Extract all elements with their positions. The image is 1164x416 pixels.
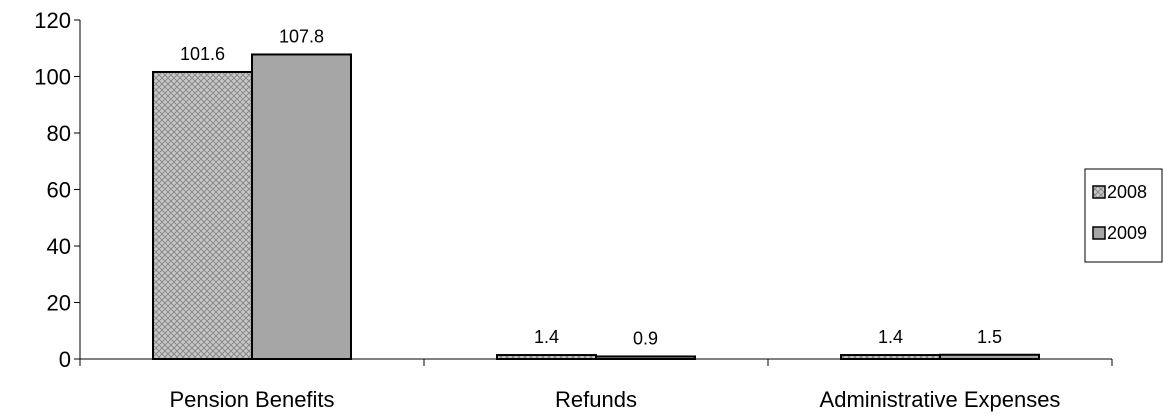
y-tick-label: 20 bbox=[47, 291, 71, 316]
category-label: Refunds bbox=[555, 387, 637, 412]
bar-2008-0 bbox=[152, 70, 253, 360]
legend: 2008 2009 bbox=[1084, 168, 1163, 263]
legend-box bbox=[1084, 168, 1163, 263]
data-label: 101.6 bbox=[180, 44, 225, 64]
y-tick-label: 40 bbox=[47, 234, 71, 259]
legend-swatch-2008 bbox=[1092, 185, 1106, 199]
data-label: 1.4 bbox=[534, 327, 559, 347]
legend-label: 2008 bbox=[1107, 182, 1147, 202]
data-label: 107.8 bbox=[279, 26, 324, 46]
data-label: 0.9 bbox=[633, 328, 658, 348]
data-label: 1.4 bbox=[878, 327, 903, 347]
y-tick-label: 0 bbox=[59, 347, 71, 372]
bar-2009-1 bbox=[595, 355, 696, 360]
y-tick-label: 60 bbox=[47, 178, 71, 203]
bar-2009-0 bbox=[251, 53, 352, 361]
y-tick-label: 80 bbox=[47, 121, 71, 146]
category-label: Pension Benefits bbox=[169, 387, 334, 412]
bar-2008-1 bbox=[496, 354, 597, 361]
bar-2009-2 bbox=[939, 353, 1040, 361]
plot-area: 0 20 40 60 80 100 120 101.6 107.8 Pension Benefit… bbox=[34, 8, 1113, 412]
y-tick-label: 120 bbox=[34, 8, 71, 33]
category-label: Administrative Expenses bbox=[820, 387, 1061, 412]
data-label: 1.5 bbox=[977, 327, 1002, 347]
y-tick-label: 100 bbox=[34, 65, 71, 90]
legend-swatch-2009 bbox=[1092, 226, 1106, 240]
bar-2008-2 bbox=[840, 354, 941, 361]
legend-label: 2009 bbox=[1107, 223, 1147, 243]
